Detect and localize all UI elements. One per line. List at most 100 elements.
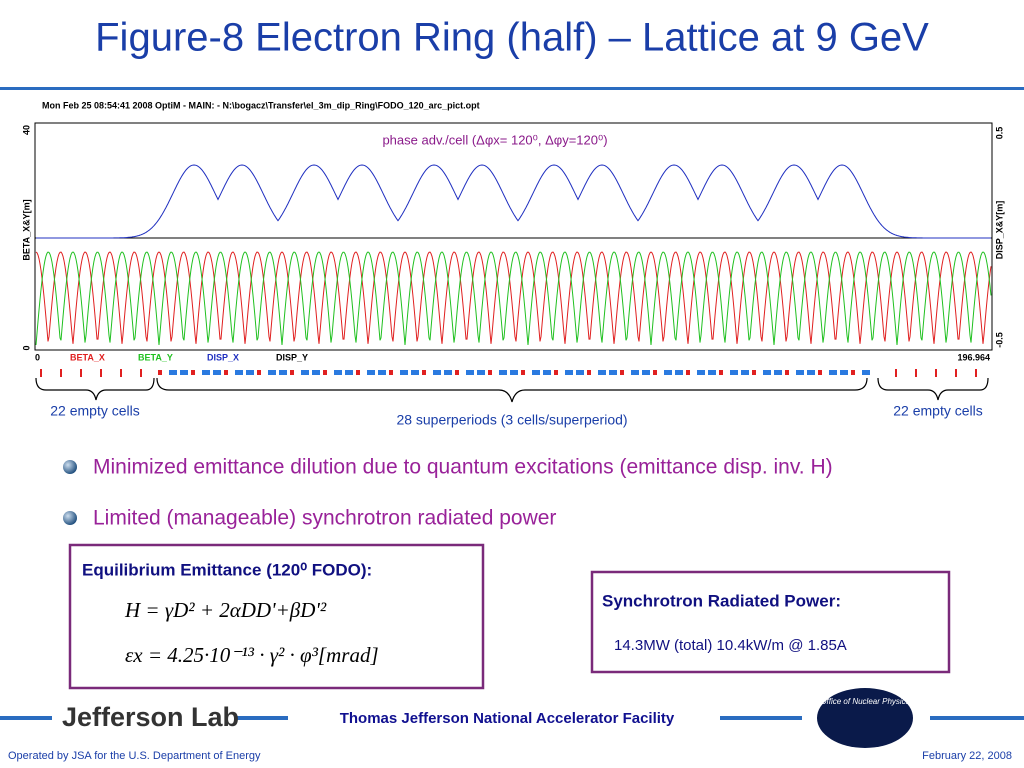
emittance-box xyxy=(68,543,485,690)
magnet xyxy=(686,370,690,375)
bullet-icon xyxy=(63,511,77,525)
lattice-label: 22 empty cells xyxy=(50,403,139,419)
power-text: 14.3MW (total) 10.4kW/m @ 1.85A xyxy=(614,637,847,654)
magnet xyxy=(411,370,419,375)
operated: Operated by JSA for the U.S. Department … xyxy=(8,750,261,762)
magnet xyxy=(708,370,716,375)
magnet xyxy=(433,370,441,375)
empty-cell xyxy=(120,369,122,377)
magnet xyxy=(389,370,393,375)
magnet xyxy=(521,370,525,375)
magnet xyxy=(554,370,558,375)
magnet xyxy=(763,370,771,375)
empty-cell xyxy=(955,369,957,377)
power-box xyxy=(590,570,951,674)
office-logo xyxy=(817,688,913,748)
bullet: Minimized emittance dilution due to quan… xyxy=(93,456,833,479)
formula: εx = 4.25·10⁻¹³ · γ² · φ³[mrad] xyxy=(125,643,379,667)
magnet xyxy=(191,370,195,375)
magnet xyxy=(609,370,617,375)
magnet xyxy=(851,370,855,375)
magnet xyxy=(477,370,485,375)
magnet xyxy=(719,370,723,375)
empty-cell xyxy=(80,369,82,377)
magnet xyxy=(752,370,756,375)
magnet xyxy=(400,370,408,375)
magnet xyxy=(818,370,822,375)
legend-entry: DISP_X xyxy=(207,352,239,362)
magnet xyxy=(664,370,672,375)
formula: H = γD² + 2αDD'+βD'² xyxy=(124,598,327,622)
title: Figure-8 Electron Ring (half) – Lattice … xyxy=(95,16,929,60)
empty-cell xyxy=(60,369,62,377)
braces xyxy=(35,377,989,403)
legend: BETA_X BETA_Y DISP_X DISP_Y xyxy=(70,352,308,362)
magnet xyxy=(774,370,782,375)
magnet xyxy=(499,370,507,375)
magnet xyxy=(653,370,657,375)
y-right-tick: 0.5 xyxy=(994,127,1004,140)
magnet xyxy=(796,370,804,375)
magnet xyxy=(158,370,162,375)
footer-rules xyxy=(0,716,1024,720)
empty-cell xyxy=(100,369,102,377)
logo: Jefferson Lab xyxy=(62,702,239,732)
office-logo-text: Office of Nuclear Physics xyxy=(820,697,909,706)
magnet xyxy=(323,370,327,375)
magnet xyxy=(422,370,426,375)
magnet xyxy=(202,370,210,375)
magnet xyxy=(334,370,342,375)
bullet: Limited (manageable) synchrotron radiate… xyxy=(93,507,556,530)
magnet xyxy=(697,370,705,375)
magnet xyxy=(532,370,540,375)
magnet xyxy=(279,370,287,375)
magnet xyxy=(741,370,749,375)
lattice-curves xyxy=(35,164,992,346)
lattice-strip xyxy=(40,369,977,377)
magnet xyxy=(455,370,459,375)
magnet xyxy=(620,370,624,375)
magnet xyxy=(367,370,375,375)
magnet xyxy=(675,370,683,375)
empty-cell xyxy=(895,369,897,377)
magnet xyxy=(488,370,492,375)
beta-x-curve xyxy=(35,251,992,344)
magnet xyxy=(587,370,591,375)
empty-cell xyxy=(140,369,142,377)
magnet xyxy=(169,370,177,375)
magnet xyxy=(356,370,360,375)
plot-annotation: phase adv./cell (Δφx= 120⁰, Δφy=120⁰) xyxy=(382,132,607,147)
magnet xyxy=(631,370,639,375)
y-left-label: BETA_X&Y[m] xyxy=(21,199,31,260)
empty-cell xyxy=(935,369,937,377)
magnet xyxy=(246,370,254,375)
magnet xyxy=(807,370,815,375)
lattice-label: 28 superperiods (3 cells/superperiod) xyxy=(396,412,627,428)
y-right-tick: -0.5 xyxy=(994,332,1004,348)
date: February 22, 2008 xyxy=(922,750,1012,762)
magnet xyxy=(840,370,848,375)
magnet xyxy=(730,370,738,375)
magnet xyxy=(290,370,294,375)
magnet xyxy=(543,370,551,375)
magnet xyxy=(345,370,353,375)
magnet xyxy=(598,370,606,375)
magnet xyxy=(268,370,276,375)
magnet xyxy=(862,370,870,375)
magnet xyxy=(235,370,243,375)
magnet xyxy=(224,370,228,375)
magnet xyxy=(257,370,261,375)
magnet xyxy=(180,370,188,375)
y-right-label: DISP_X&Y[m] xyxy=(994,201,1004,260)
magnet xyxy=(829,370,837,375)
magnet xyxy=(785,370,789,375)
plot-header: Mon Feb 25 08:54:41 2008 OptiM - MAIN: -… xyxy=(42,100,480,110)
legend-entry: BETA_Y xyxy=(138,352,173,362)
magnet xyxy=(444,370,452,375)
magnet xyxy=(301,370,309,375)
y-left-tick: 0 xyxy=(21,345,31,350)
empty-cell xyxy=(40,369,42,377)
magnet xyxy=(642,370,650,375)
empty-cell xyxy=(915,369,917,377)
